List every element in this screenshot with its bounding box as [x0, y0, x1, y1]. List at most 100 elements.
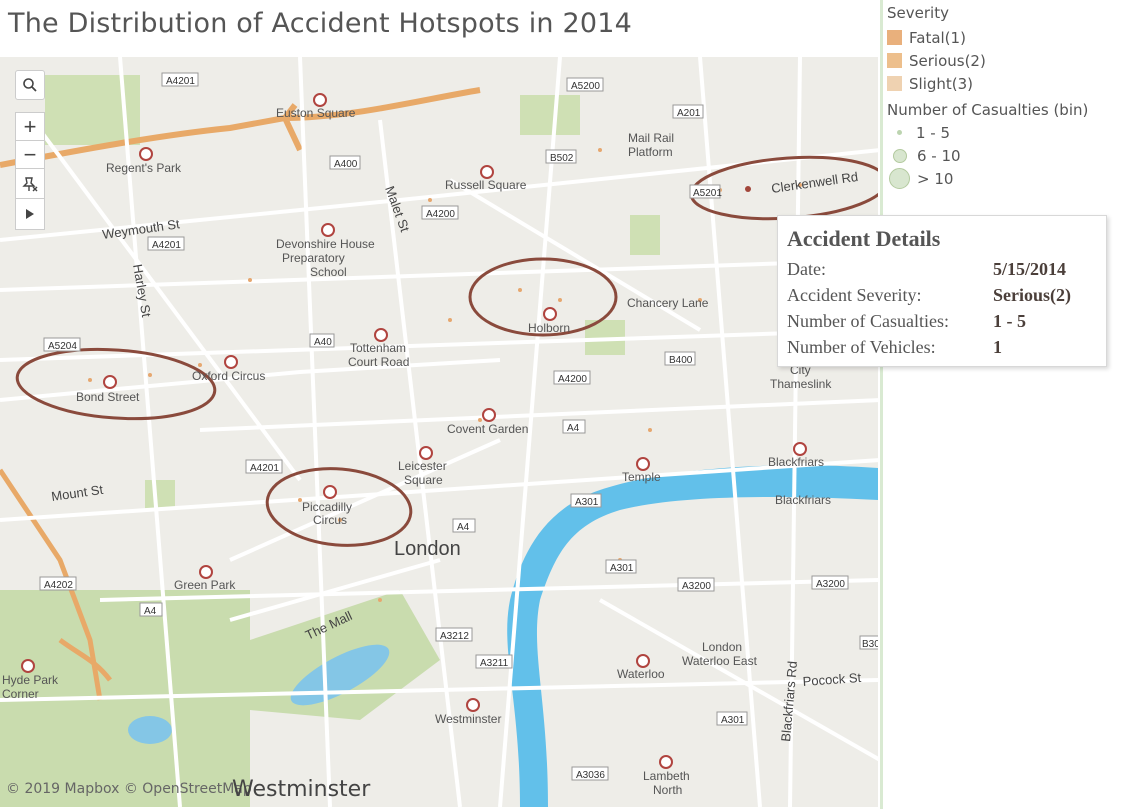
- station-label: Russell Square: [445, 178, 527, 192]
- station-label: Covent Garden: [447, 422, 528, 436]
- road-shield: B400: [664, 351, 696, 366]
- accident-map[interactable]: Euston Square Regent's Park Russell Squa…: [0, 57, 878, 807]
- svg-text:A301: A301: [721, 715, 745, 726]
- station-label: Temple: [622, 470, 661, 484]
- street-label: Pocock St: [802, 670, 862, 689]
- svg-text:B30: B30: [862, 639, 878, 650]
- swatch-slight: [887, 76, 902, 91]
- road-shield: A4201: [161, 72, 199, 87]
- road-shield: A301: [570, 493, 602, 508]
- park: [520, 95, 580, 135]
- station-label: Euston Square: [276, 106, 356, 120]
- road-shield: A4201: [147, 236, 185, 251]
- svg-text:A3200: A3200: [816, 579, 845, 590]
- river-thames: [507, 465, 878, 807]
- road-network: [0, 57, 878, 807]
- legend-item-bin-1[interactable]: 1 - 5: [887, 121, 1119, 144]
- road-shield: A5204: [43, 337, 81, 352]
- legend-label: 1 - 5: [916, 123, 951, 142]
- station-label: Chancery Lane: [627, 296, 709, 310]
- tooltip-label: Date:: [787, 258, 826, 279]
- station-label: Blackfriars: [775, 493, 831, 507]
- svg-text:A400: A400: [334, 159, 358, 170]
- tooltip-row-casualties: Number of Casualties: 1 - 5: [787, 308, 1096, 334]
- svg-text:B502: B502: [550, 153, 574, 164]
- svg-text:A3200: A3200: [682, 581, 711, 592]
- svg-text:A3036: A3036: [576, 770, 605, 781]
- tooltip-label: Number of Casualties:: [787, 310, 949, 331]
- road-shield: A4200: [421, 205, 459, 220]
- legend-item-fatal[interactable]: Fatal(1): [887, 26, 1119, 49]
- station-label: Hyde Park: [2, 673, 59, 687]
- station-label: Lambeth: [643, 769, 690, 783]
- svg-text:A201: A201: [677, 108, 701, 119]
- station-label: Corner: [2, 687, 39, 701]
- legend-label: Slight(3): [909, 74, 974, 93]
- station-label: Blackfriars: [768, 455, 824, 469]
- tooltip-value: 5/15/2014: [993, 258, 1067, 279]
- station-label: Devonshire House: [276, 237, 375, 251]
- svg-text:A4201: A4201: [152, 240, 181, 251]
- station-label: Thameslink: [770, 377, 832, 391]
- map-canvas[interactable]: Euston Square Regent's Park Russell Squa…: [0, 57, 878, 807]
- station-label: School: [310, 265, 347, 279]
- road-shield: A400: [329, 155, 361, 170]
- search-icon: [23, 78, 37, 92]
- svg-text:A5201: A5201: [693, 188, 722, 199]
- road-shield: A4: [452, 518, 476, 533]
- size-circle-medium: [893, 148, 907, 163]
- road-shield: A4: [562, 419, 586, 434]
- road-shield: A3211: [475, 654, 513, 669]
- dashboard-title: The Distribution of Accident Hotspots in…: [8, 8, 633, 39]
- station-label: Oxford Circus: [192, 369, 265, 383]
- swatch-serious: [887, 53, 902, 68]
- pin-map-button[interactable]: [15, 168, 45, 198]
- road-shield: A301: [605, 559, 637, 574]
- panel-divider: [880, 0, 883, 809]
- pin-icon: [22, 176, 38, 191]
- svg-text:A4202: A4202: [44, 580, 73, 591]
- legend-item-bin-2[interactable]: 6 - 10: [887, 144, 1119, 167]
- tooltip-label: Number of Vehicles:: [787, 336, 936, 357]
- zoom-in-button[interactable]: +: [15, 112, 45, 140]
- station-label: Green Park: [174, 578, 236, 592]
- tooltip-row-severity: Accident Severity: Serious(2): [787, 282, 1096, 308]
- legend-item-serious[interactable]: Serious(2): [887, 49, 1119, 72]
- road-shield: A201: [672, 104, 704, 119]
- station-label: Circus: [313, 513, 347, 527]
- station-label: Waterloo East: [682, 654, 758, 668]
- map-search-button[interactable]: [15, 70, 45, 100]
- map-attribution[interactable]: © 2019 Mapbox © OpenStreetMap: [6, 781, 252, 797]
- legend-label: Fatal(1): [909, 28, 966, 47]
- svg-text:A4200: A4200: [426, 209, 455, 220]
- road-shield: A4202: [39, 576, 77, 591]
- swatch-fatal: [887, 30, 902, 45]
- svg-text:A3212: A3212: [440, 631, 469, 642]
- station-label: Piccadilly: [302, 500, 352, 514]
- station-label: Preparatory: [282, 251, 345, 265]
- park: [630, 215, 660, 255]
- zoom-out-button[interactable]: −: [15, 140, 45, 168]
- road-shield: A3036: [571, 766, 609, 781]
- tooltip-row-date: Date: 5/15/2014: [787, 256, 1096, 282]
- road-shield: A3200: [677, 577, 715, 592]
- toolbar-expand-button[interactable]: [15, 198, 45, 230]
- legend-item-slight[interactable]: Slight(3): [887, 72, 1119, 95]
- legend-label: 6 - 10: [917, 146, 961, 165]
- accident-tooltip: Accident Details Date: 5/15/2014 Acciden…: [777, 215, 1107, 367]
- station-label: Court Road: [348, 355, 409, 369]
- size-circle-large: [889, 168, 910, 189]
- road-shield: A301: [716, 711, 748, 726]
- selected-accident[interactable]: [745, 186, 751, 192]
- station-label: Holborn: [528, 321, 570, 335]
- lake: [290, 644, 390, 706]
- legend-item-bin-3[interactable]: > 10: [887, 167, 1119, 190]
- station-label: Leicester: [398, 459, 447, 473]
- street-label: Blackfriars Rd: [778, 660, 800, 742]
- tooltip-value: 1 - 5: [993, 310, 1026, 331]
- tooltip-label: Accident Severity:: [787, 284, 922, 305]
- tooltip-value: Serious(2): [993, 284, 1071, 305]
- svg-text:A4200: A4200: [558, 374, 587, 385]
- tooltip-row-vehicles: Number of Vehicles: 1: [787, 334, 1096, 360]
- city-label: London: [394, 538, 461, 560]
